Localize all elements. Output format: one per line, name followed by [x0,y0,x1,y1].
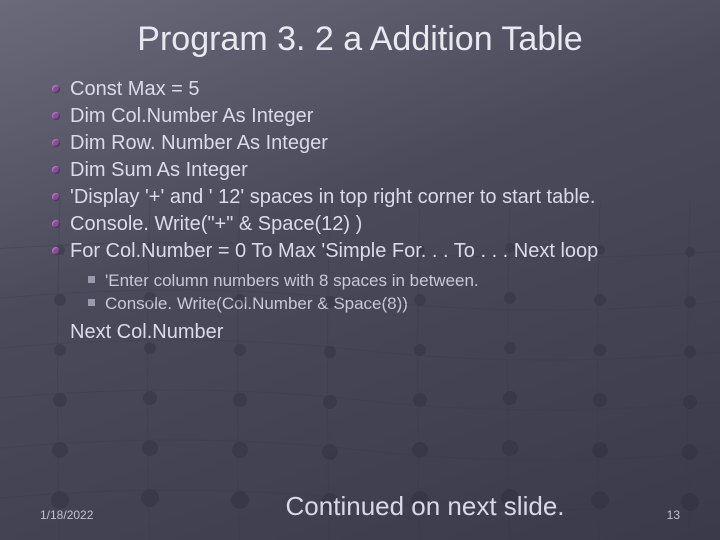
list-item: 'Enter column numbers with 8 spaces in b… [88,270,680,291]
code-line: Dim Sum As Integer [70,158,248,183]
slide: Program 3. 2 a Addition Table Const Max … [0,0,720,540]
footer-date: 1/18/2022 [40,508,93,522]
code-line: 'Enter column numbers with 8 spaces in b… [105,270,479,291]
list-item: Dim Row. Number As Integer [52,131,680,156]
code-line: 'Display '+' and ' 12' spaces in top rig… [70,185,595,210]
footer-continued: Continued on next slide. [183,491,666,522]
list-item: For Col.Number = 0 To Max 'Simple For. .… [52,239,680,264]
slide-title: Program 3. 2 a Addition Table [40,20,680,59]
bullet-icon [52,166,60,174]
bullet-icon [52,139,60,147]
bullet-icon [52,220,60,228]
bullet-icon [52,193,60,201]
list-item: Console. Write(Col.Number & Space(8)) [88,293,680,314]
code-line: Dim Row. Number As Integer [70,131,328,156]
list-item: 'Display '+' and ' 12' spaces in top rig… [52,185,680,210]
code-line: Console. Write(Col.Number & Space(8)) [105,293,408,314]
code-line: Const Max = 5 [70,77,200,102]
code-line: Dim Col.Number As Integer [70,104,313,129]
subbullet-icon [88,299,95,306]
main-bullet-list: Const Max = 5 Dim Col.Number As Integer … [52,77,680,264]
slide-footer: 1/18/2022 Continued on next slide. 13 [40,491,680,522]
subbullet-icon [88,276,95,283]
list-item: Const Max = 5 [52,77,680,102]
code-line: Console. Write("+" & Space(12) ) [70,212,362,237]
code-line-next: Next Col.Number [70,321,680,344]
code-line: For Col.Number = 0 To Max 'Simple For. .… [70,239,598,264]
bullet-icon [52,112,60,120]
bullet-icon [52,85,60,93]
bullet-icon [52,247,60,255]
list-item: Console. Write("+" & Space(12) ) [52,212,680,237]
list-item: Dim Col.Number As Integer [52,104,680,129]
footer-page-number: 13 [667,508,680,522]
list-item: Dim Sum As Integer [52,158,680,183]
sub-bullet-list: 'Enter column numbers with 8 spaces in b… [88,270,680,315]
